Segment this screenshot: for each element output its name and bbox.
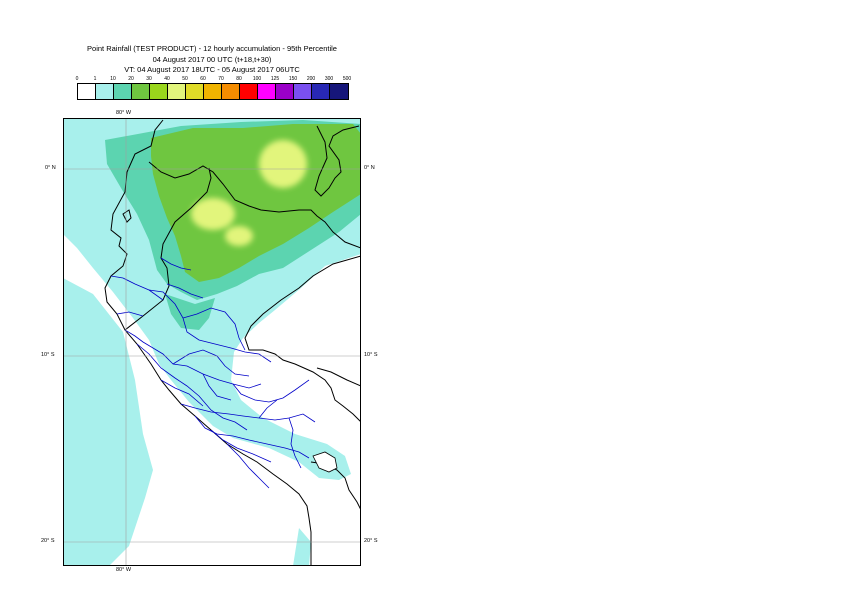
longitude-label-top: 80° W [116, 110, 132, 116]
legend-swatch [276, 84, 294, 99]
title-line-3: VT: 04 August 2017 18UTC - 05 August 201… [124, 65, 300, 74]
legend-threshold-label: 200 [306, 76, 316, 82]
legend-threshold-label: 1 [93, 76, 97, 82]
rainfall-20-30-layer [151, 124, 361, 282]
administrative-borders [110, 257, 316, 489]
legend-swatch [78, 84, 96, 99]
legend-swatch [114, 84, 132, 99]
legend-threshold-label: 100 [252, 76, 262, 82]
country-borders [124, 125, 361, 511]
rainfall-40-50-layer [191, 140, 307, 246]
legend-swatch [186, 84, 204, 99]
legend-threshold-label: 50 [182, 76, 188, 82]
latitude-label-20s-left: 20° S [41, 538, 55, 544]
legend-threshold-label: 40 [164, 76, 170, 82]
legend-threshold-label: 60 [200, 76, 206, 82]
title-line-2: 04 August 2017 00 UTC (t+18,t+30) [152, 55, 272, 64]
legend-swatch [312, 84, 330, 99]
latitude-label-10s-right: 10° S [364, 352, 378, 358]
legend-threshold-label: 10 [110, 76, 116, 82]
legend-swatch [168, 84, 186, 99]
title-line-1: Point Rainfall (TEST PRODUCT) - 12 hourl… [87, 44, 337, 53]
rainfall-map [63, 118, 361, 566]
latitude-label-0-right: 0° N [364, 165, 375, 171]
legend-threshold-label: 125 [270, 76, 280, 82]
legend-threshold-label: 80 [236, 76, 242, 82]
legend-swatch [294, 84, 312, 99]
legend-threshold-label: 300 [324, 76, 334, 82]
legend-swatch [240, 84, 258, 99]
longitude-label-bottom: 80° W [116, 567, 132, 573]
legend-swatch [96, 84, 114, 99]
legend-swatch [222, 84, 240, 99]
legend-swatch [132, 84, 150, 99]
legend-threshold-label: 70 [218, 76, 224, 82]
lake-titicaca [312, 451, 338, 473]
legend-swatch [150, 84, 168, 99]
legend-color-bar [77, 83, 349, 100]
legend-swatch [258, 84, 276, 99]
legend-threshold-label: 20 [128, 76, 134, 82]
coastline [104, 119, 312, 566]
legend-threshold-label: 0 [75, 76, 79, 82]
latitude-label-10s-left: 10° S [41, 352, 55, 358]
map-frame [63, 118, 361, 566]
graticule [63, 118, 361, 566]
legend-swatch [330, 84, 348, 99]
legend-swatch [204, 84, 222, 99]
legend-threshold-label: 30 [146, 76, 152, 82]
latitude-label-20s-right: 20° S [364, 538, 378, 544]
latitude-label-0-left: 0° N [45, 165, 56, 171]
legend-threshold-label: 500 [342, 76, 352, 82]
legend-threshold-label: 150 [288, 76, 298, 82]
